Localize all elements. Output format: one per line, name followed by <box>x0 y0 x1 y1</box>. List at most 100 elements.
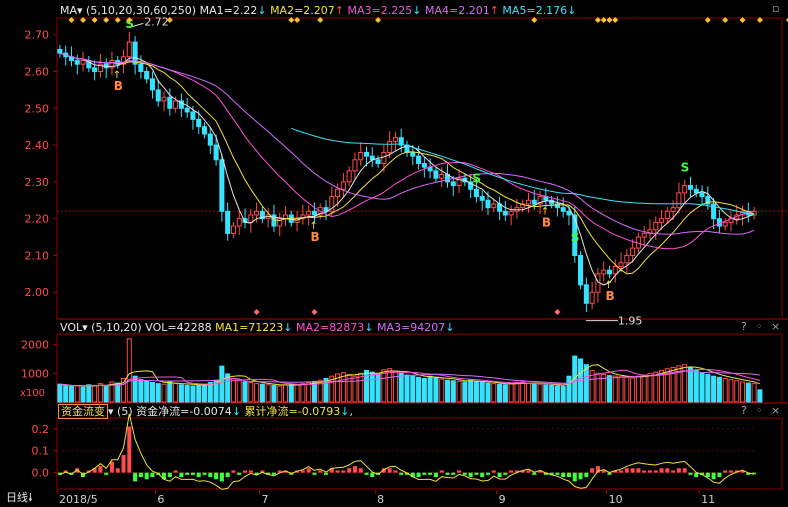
volume-bar <box>699 372 705 403</box>
period-selector[interactable]: 日线🠗 <box>6 490 33 506</box>
volume-bar <box>537 383 543 403</box>
volume-bar <box>687 367 693 403</box>
candle-body <box>190 111 196 120</box>
volume-bar <box>693 369 699 403</box>
event-diamond-icon <box>253 309 260 315</box>
flow-bar <box>457 470 462 473</box>
volume-bar <box>664 368 670 403</box>
volume-bar <box>572 355 578 403</box>
moving-average-line <box>291 127 755 215</box>
volume-bar <box>676 365 682 403</box>
volume-bar <box>225 373 231 403</box>
period-label[interactable]: 日线 <box>6 491 28 504</box>
flow-indicator-name[interactable]: 资金流变 <box>58 404 108 419</box>
dropdown-arrow-icon[interactable]: ▾ <box>108 405 114 418</box>
close-icon[interactable]: × <box>771 320 781 333</box>
candle-body <box>201 126 208 135</box>
flow-bar <box>480 472 485 478</box>
flow-bar <box>127 426 132 473</box>
down-arrow-icon: ↓ <box>231 405 242 418</box>
flow-bar <box>665 468 670 473</box>
volume-bar <box>653 371 659 403</box>
sell-signal-label: S <box>681 161 690 175</box>
volume-bar <box>491 383 497 403</box>
candle-body <box>398 137 404 146</box>
candle-body <box>144 71 150 80</box>
candle-body <box>323 207 329 212</box>
candle-body <box>421 162 427 168</box>
flow-bar <box>584 472 589 478</box>
volume-bar <box>317 379 323 403</box>
candle-body <box>624 254 630 264</box>
flow-bar <box>474 472 479 475</box>
flow-bar <box>63 470 68 473</box>
event-diamond-icon <box>317 17 324 23</box>
flow-bar <box>266 472 271 475</box>
flow-bar <box>352 466 357 473</box>
question-icon[interactable]: ? <box>741 404 747 417</box>
candle-body <box>363 151 370 157</box>
event-diamond-icon <box>606 17 613 23</box>
flow-bar <box>428 472 433 475</box>
candle-body <box>653 221 659 231</box>
event-diamond-icon <box>103 17 110 23</box>
volume-unit-label: x100 <box>20 388 46 399</box>
flow-header[interactable]: 资金流变 ▾ (5) 资金净流=-0.0074↓ 累计净流=-0.0793↓, <box>58 404 353 420</box>
candle-body <box>456 177 462 187</box>
volume-bar <box>757 389 763 403</box>
volume-bar <box>236 379 242 403</box>
volume-bar <box>271 384 277 403</box>
settings-icon[interactable]: ◦ <box>756 404 763 417</box>
y-tick-label: 0.0 <box>32 467 50 480</box>
candle-body <box>606 269 613 275</box>
flow-bar <box>323 472 329 475</box>
candle-body <box>167 96 173 109</box>
volume-header[interactable]: VOL▾ (5,10,20) VOL=42288 MA1=71223↓ MA2=… <box>60 320 454 336</box>
candle-body <box>109 59 115 69</box>
flow-bar <box>162 472 167 480</box>
dropdown-arrow-icon[interactable]: ▾ <box>82 321 88 334</box>
buy-signal-label: B <box>542 215 551 229</box>
main-indicator-name[interactable]: MA <box>60 4 78 17</box>
flow-bar <box>688 472 693 475</box>
high-pointer <box>129 22 144 28</box>
buy-signal-label: B <box>605 289 614 303</box>
down-arrow-icon[interactable]: 🠗 <box>28 491 33 504</box>
candle-body <box>74 59 80 65</box>
flow-bar <box>335 470 340 473</box>
volume-bar <box>155 383 161 403</box>
flow-bar <box>410 472 415 478</box>
question-icon[interactable]: ? <box>741 320 747 333</box>
buy-arrow-icon: ↑ <box>541 206 549 217</box>
flow-bar <box>578 472 583 480</box>
volume-bar <box>404 374 410 403</box>
y-tick-label: 0.1 <box>32 445 50 458</box>
dropdown-arrow-icon[interactable]: ▾ <box>77 4 83 17</box>
volume-bar <box>479 381 485 403</box>
flow-bar <box>671 470 676 473</box>
event-diamond-icon <box>91 17 98 23</box>
main-indicator-header[interactable]: MA▾ (5,10,20,30,60,250) MA1=2.22↓ MA2=2.… <box>60 3 576 19</box>
flow-bar <box>329 468 334 473</box>
volume-indicator-name[interactable]: VOL <box>60 321 83 334</box>
flow-bar <box>173 470 178 473</box>
flow-bar <box>341 470 346 473</box>
candle-body <box>375 159 381 164</box>
candle-body <box>687 185 693 190</box>
settings-icon[interactable]: ◦ <box>756 320 763 333</box>
maximize-icon[interactable]: ▫ <box>772 2 780 15</box>
candle-body <box>566 210 572 216</box>
volume-bar <box>92 384 98 403</box>
moving-average-line <box>59 52 755 286</box>
close-icon[interactable]: × <box>771 404 781 417</box>
volume-bar <box>138 379 144 403</box>
flow-bar <box>115 468 120 473</box>
candle-body <box>219 159 225 212</box>
volume-bar <box>126 338 132 403</box>
volume-bar <box>103 385 109 403</box>
flow-bar <box>642 470 647 473</box>
volume-bar <box>618 376 624 403</box>
flow-bar <box>509 470 514 473</box>
candle-body <box>335 188 341 198</box>
volume-bar <box>502 384 508 403</box>
